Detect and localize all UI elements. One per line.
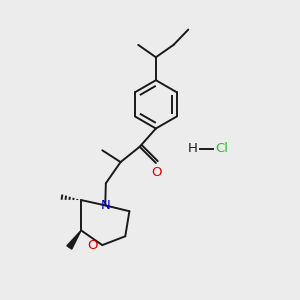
- Polygon shape: [67, 230, 81, 249]
- Text: H: H: [188, 142, 198, 155]
- Text: O: O: [151, 167, 162, 179]
- Text: Cl: Cl: [215, 142, 228, 155]
- Text: N: N: [101, 199, 111, 212]
- Text: O: O: [87, 238, 98, 252]
